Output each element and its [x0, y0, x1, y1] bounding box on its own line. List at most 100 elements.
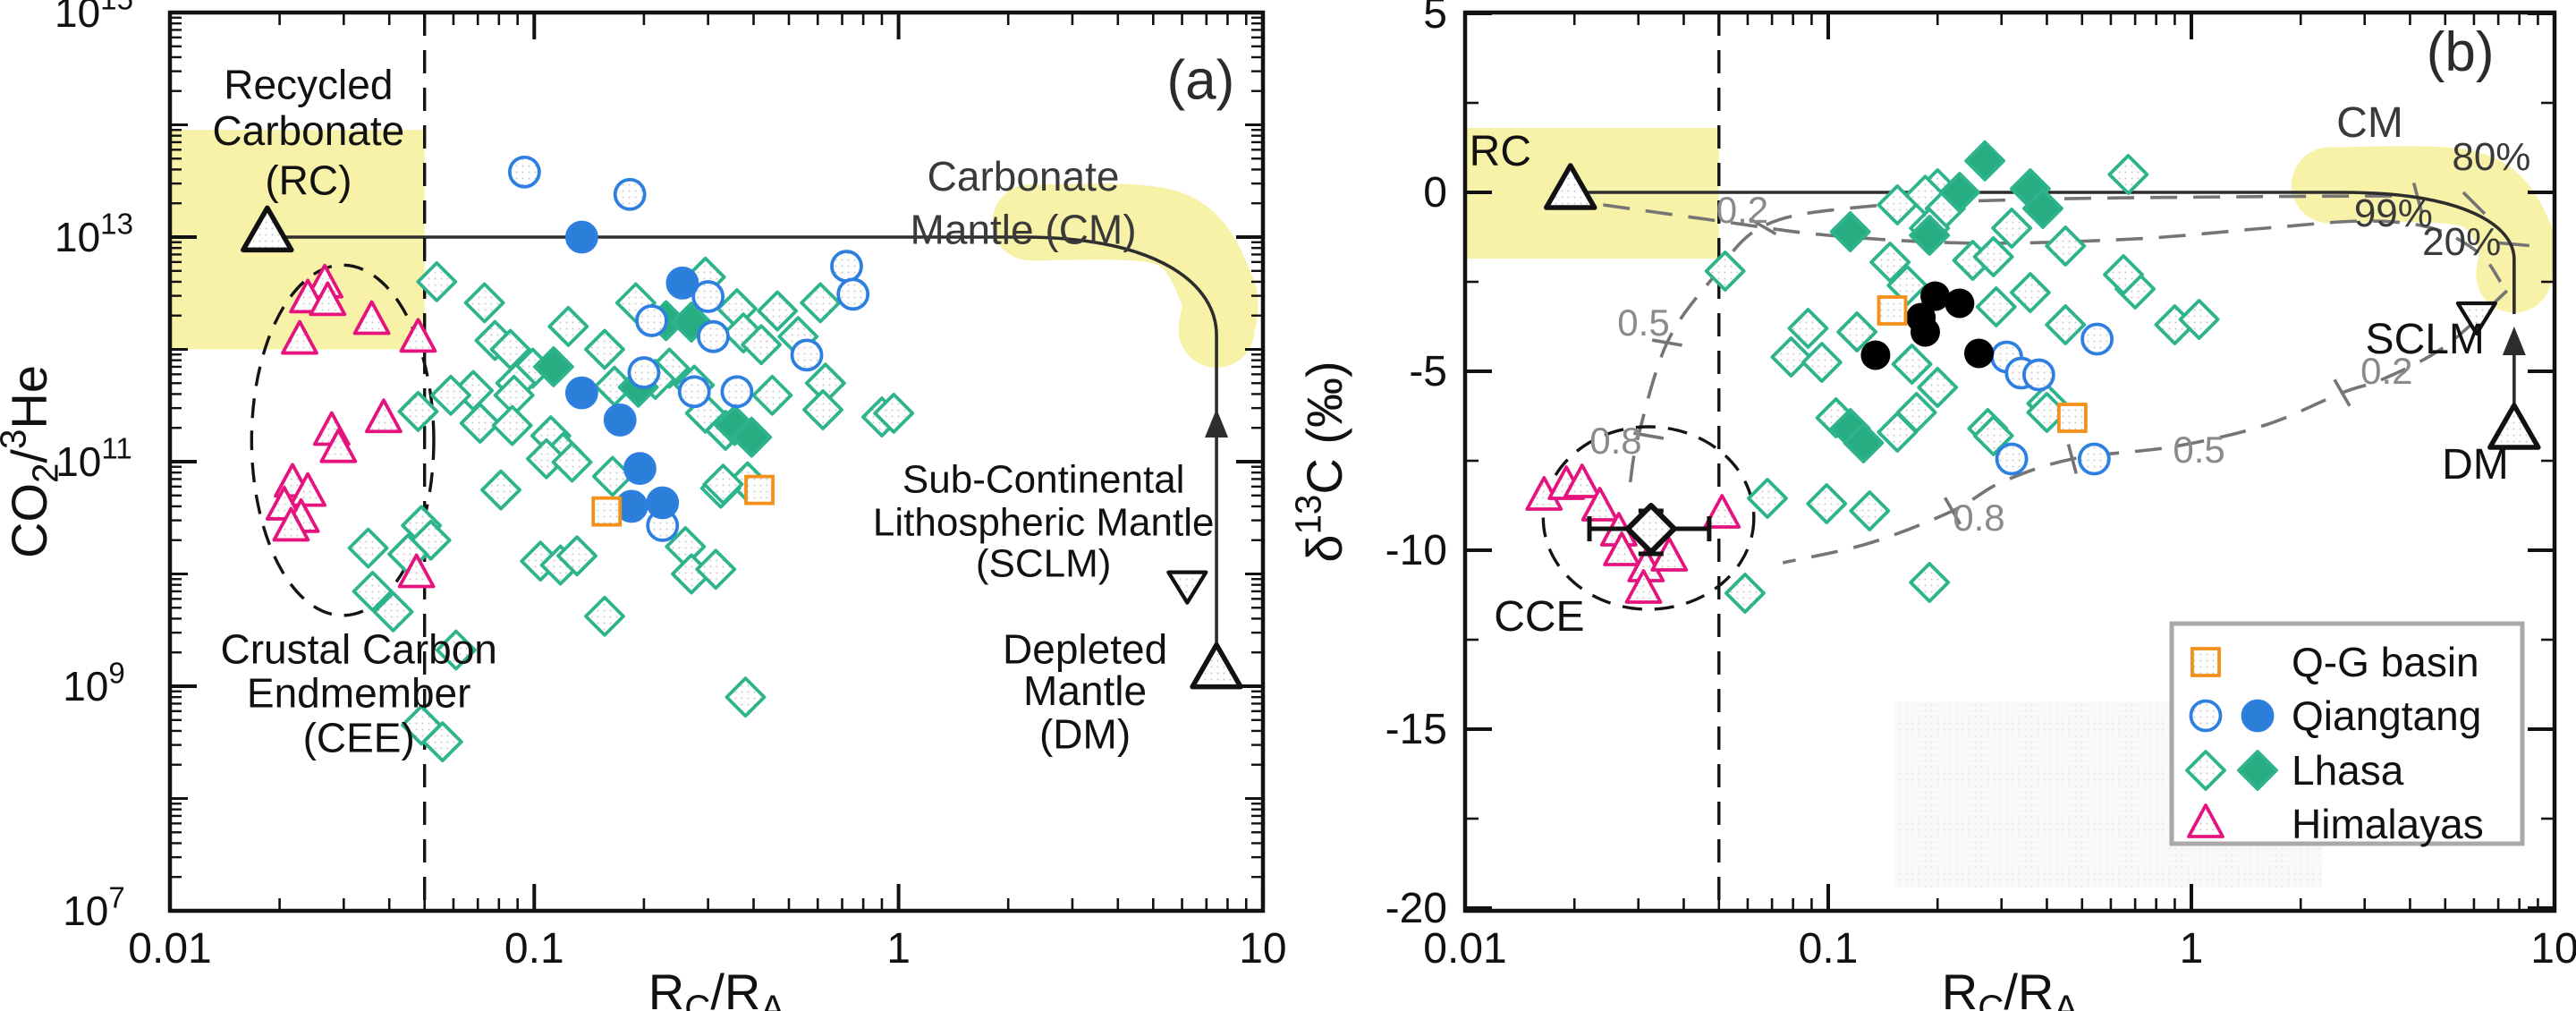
panel-b: RC (b) CM 80% 99%20% SCLM DM CCE 0.2 0.5 0.8 0.2 0.5…	[1287, 0, 2576, 1011]
data-point-triangle	[1563, 463, 1601, 498]
data-point-diamond	[1724, 573, 1766, 614]
data-point-circle	[627, 356, 661, 389]
data-point-diamond	[533, 346, 574, 387]
data-point-diamond	[372, 590, 414, 633]
data-point-circle	[665, 266, 699, 300]
text-segment: 10	[63, 888, 108, 934]
data-point-diamond	[1964, 140, 2006, 182]
data-point-circle	[697, 319, 730, 353]
data-point-diamond	[352, 571, 394, 612]
data-point-diamond	[1806, 483, 1848, 524]
text-segment: R	[1942, 964, 1978, 1011]
data-point-circle	[2241, 699, 2275, 733]
text-segment: 10	[55, 214, 100, 260]
data-point-diamond	[551, 441, 593, 483]
data-point-square	[2056, 403, 2088, 433]
data-point-diamond	[584, 595, 625, 637]
data-point-diamond	[2045, 225, 2087, 267]
label-cm: CM	[2336, 99, 2403, 147]
y-tick-label: -15	[1385, 706, 1447, 753]
label-0.2: 0.2	[2360, 350, 2412, 392]
label-0.2: 0.2	[1716, 189, 1768, 231]
y-axis-title: CO2/3He	[0, 365, 65, 558]
data-point-square	[591, 496, 623, 527]
x-tick-label: 10	[1239, 925, 1286, 973]
label-0.5: 0.5	[2173, 429, 2224, 471]
label-carbonate: Carbonate	[212, 107, 404, 154]
label-carbonate: Carbonate	[928, 153, 1120, 200]
data-point-triangle	[1703, 494, 1741, 529]
data-point-diamond	[1704, 251, 1746, 292]
y-tick-label: 1013	[55, 208, 133, 260]
data-point-diamond	[731, 416, 773, 458]
data-point-square	[2190, 647, 2221, 677]
label-(dm): (DM)	[1039, 710, 1131, 757]
y-tick-label: 109	[63, 658, 125, 709]
x-tick-label: 1	[2180, 925, 2204, 973]
data-point-circle	[2077, 442, 2111, 476]
data-point-diamond	[2237, 750, 2278, 791]
series-qiangtang-open-	[1990, 322, 2114, 476]
data-point-circle	[2021, 358, 2055, 392]
label-0.8: 0.8	[1953, 497, 2004, 539]
label-recycled: Recycled	[224, 62, 393, 108]
data-point-diamond	[695, 548, 737, 590]
legend-label-lhasa: Lhasa	[2292, 747, 2404, 794]
x-tick-label: 10	[2530, 925, 2576, 973]
data-point-diamond	[1972, 236, 2014, 277]
y-tick-label: -20	[1385, 885, 1447, 932]
x-axis-title: RC/RA	[1942, 964, 2079, 1011]
x-tick-label: 0.1	[504, 925, 564, 973]
data-point-diamond	[2185, 750, 2226, 791]
data-point-diamond	[1938, 172, 1980, 213]
data-point-diamond	[800, 282, 842, 324]
data-point-diamond	[2009, 272, 2051, 313]
data-point-diamond	[1972, 415, 2014, 456]
text-segment: C	[1978, 987, 2004, 1011]
y-tick-label: 107	[63, 882, 125, 934]
endmember-rc	[1544, 163, 1597, 210]
data-point-diamond	[459, 403, 501, 444]
y-tick-label: 1015	[55, 0, 133, 36]
data-point-diamond	[2045, 304, 2087, 345]
cce-mean	[1587, 503, 1712, 556]
text-segment: 2	[24, 463, 65, 483]
data-point-diamond	[1801, 342, 1843, 383]
series-lhasa-filled-	[1829, 140, 2063, 463]
text-segment: 3	[0, 429, 33, 449]
label-(cee): (CEE)	[303, 714, 415, 760]
mixing-fraction-tick	[2333, 378, 2351, 407]
label-crustal-carbon: Crustal Carbon	[221, 625, 497, 672]
data-point-diamond	[2178, 299, 2220, 340]
data-point-diamond	[1975, 286, 2017, 327]
series-himalayas	[1525, 463, 1741, 604]
series-qiangtang-filled-	[1860, 281, 1994, 370]
data-point-diamond	[1909, 215, 1951, 256]
data-point-diamond	[1787, 308, 1829, 349]
data-point-triangle	[309, 281, 347, 317]
x-tick-label: 0.01	[128, 925, 211, 973]
data-point-triangle	[319, 428, 358, 463]
label-0.5: 0.5	[1617, 302, 1669, 344]
data-point-diamond	[751, 374, 793, 416]
label-(a): (a)	[1166, 50, 1234, 112]
data-point-diamond	[397, 390, 439, 432]
data-point-diamond	[435, 629, 477, 671]
mixing-fraction-tick	[2066, 444, 2079, 474]
mixing-fraction-tick	[2498, 241, 2529, 248]
data-point-diamond	[724, 676, 767, 718]
data-point-triangle	[289, 472, 327, 507]
text-segment: 7	[108, 882, 124, 915]
data-point-diamond	[1836, 311, 1878, 353]
text-segment: 13	[100, 208, 133, 242]
x-tick-label: 0.01	[1423, 925, 1506, 973]
data-point-circle	[691, 280, 725, 313]
label-sclm: SCLM	[2366, 316, 2485, 363]
carbonate-mantle-region	[992, 183, 1258, 368]
text-segment: 15	[100, 0, 133, 17]
data-point-diamond	[1991, 208, 2032, 249]
series-qiangtang-open-	[507, 155, 870, 542]
cce-mean-diamond	[1624, 503, 1677, 555]
text-segment: A	[760, 987, 784, 1011]
